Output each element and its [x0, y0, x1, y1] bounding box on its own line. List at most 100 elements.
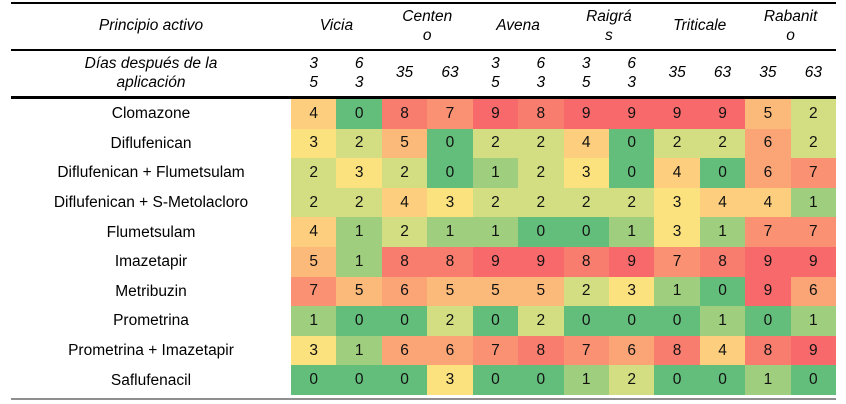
- heatmap-value-cell: 7: [472, 335, 519, 366]
- heatmap-value-cell: 0: [291, 365, 337, 395]
- heatmap-value-cell: 8: [518, 335, 564, 366]
- heatmap-value-cell: 6: [745, 158, 791, 188]
- heatmap-value-cell: 9: [608, 99, 655, 129]
- heatmap-value-cell: 9: [790, 335, 837, 366]
- active-ingredient-label: Diflufenican + Flumetsulam: [57, 164, 245, 182]
- heatmap-value-cell: 1: [427, 217, 473, 247]
- day-number-label: 35: [668, 64, 686, 82]
- heatmap-value-cell: 2: [790, 99, 837, 129]
- heatmap-value-cell: 0: [427, 128, 473, 159]
- day-number-label: 63: [804, 64, 822, 82]
- heatmap-value-cell: 0: [336, 99, 382, 129]
- crop-name-label: Centen o: [402, 7, 453, 44]
- crop-name-cells: Vicia Centen o Avena Raigrá s Triticale Raban…: [291, 4, 836, 49]
- heatmap-value-cell: 2: [790, 128, 837, 159]
- phytotoxicity-heatmap-table: Principio activo Vicia Centen o Avena Raigr…: [11, 2, 837, 400]
- heatmap-value-cell: 2: [518, 158, 564, 188]
- heatmap-value-cell: 7: [790, 217, 837, 247]
- heatmap-value-cell: 0: [608, 306, 655, 336]
- heatmap-value-cell: 2: [518, 187, 564, 218]
- heatmap-value-cell: 6: [608, 335, 655, 366]
- heatmap-value-cell: 1: [608, 217, 655, 247]
- heatmap-value-cell: 0: [472, 365, 519, 395]
- heatmap-value-cell: 2: [427, 306, 473, 336]
- day-number-label: 63: [441, 64, 459, 82]
- heatmap-value-cell: 4: [699, 335, 746, 366]
- dias-header-cell: Días después de la aplicación: [11, 51, 291, 96]
- heatmap-value-cell: 5: [291, 246, 337, 277]
- heatmap-value-cell: 2: [563, 276, 609, 307]
- heatmap-value-cell: 1: [336, 217, 382, 247]
- heatmap-value-cell: 7: [291, 276, 337, 307]
- table-row: Clomazone 4 0 8 7 9 8 9 9 9 9 5 2: [11, 99, 837, 129]
- heatmap-value-cell: 5: [381, 128, 428, 159]
- heatmap-value-cell: 2: [381, 158, 428, 188]
- heatmap-value-cell: 0: [336, 365, 382, 395]
- heatmap-value-cell: 9: [790, 246, 837, 277]
- heatmap-value-cell: 5: [472, 276, 519, 307]
- principio-activo-label: Principio activo: [98, 17, 204, 35]
- heatmap-value-cell: 0: [381, 365, 428, 395]
- crop-header-cell: Raigrá s: [563, 4, 654, 49]
- crop-header-cell: Avena: [473, 4, 564, 49]
- heatmap-value-cell: 3: [654, 187, 700, 218]
- active-ingredient-cell: Flumetsulam: [11, 217, 291, 247]
- heatmap-value-cell: 7: [745, 217, 791, 247]
- heatmap-value-cell: 4: [291, 217, 337, 247]
- heatmap-value-cell: 6: [745, 128, 791, 159]
- heatmap-value-cell: 4: [291, 99, 337, 129]
- day-header-cell: 63: [791, 51, 836, 96]
- heatmap-value-cell: 1: [699, 306, 746, 336]
- heatmap-value-cell: 9: [472, 99, 519, 129]
- active-ingredient-label: Prometrina: [113, 312, 189, 330]
- day-header-cell: 35: [654, 51, 699, 96]
- heatmap-value-cell: 1: [291, 306, 337, 336]
- crop-name-label: Raigrá s: [586, 7, 632, 44]
- heatmap-value-cell: 9: [745, 246, 791, 277]
- active-ingredient-cell: Saflufenacil: [11, 365, 291, 395]
- heatmap-value-cell: 0: [518, 217, 564, 247]
- heatmap-value-cell: 2: [608, 187, 655, 218]
- heatmap-value-cell: 0: [608, 128, 655, 159]
- day-header-cell: 35: [745, 51, 790, 96]
- heatmap-value-cell: 0: [608, 158, 655, 188]
- heatmap-value-cell: 3: [563, 158, 609, 188]
- heatmap-value-cell: 9: [518, 246, 564, 277]
- heatmap-value-cell: 8: [745, 335, 791, 366]
- heatmap-value-cell: 6: [790, 276, 837, 307]
- active-ingredient-label: Diflufenican: [110, 134, 192, 152]
- crop-name-label: Vicia: [319, 17, 354, 35]
- heatmap-value-cell: 2: [291, 158, 337, 188]
- heatmap-value-cell: 9: [472, 246, 519, 277]
- day-number-label: 6 3: [354, 54, 364, 91]
- table-row: Metribuzin 7 5 6 5 5 5 2 3 1 0 9 6: [11, 276, 837, 307]
- day-number-label: 63: [713, 64, 732, 82]
- heatmap-value-cell: 3: [291, 128, 337, 159]
- heatmap-value-cell: 0: [699, 365, 746, 395]
- heatmap-value-cell: 8: [563, 246, 609, 277]
- active-ingredient-label: Diflufenican + S-Metolacloro: [53, 194, 249, 212]
- heatmap-value-cell: 7: [790, 158, 837, 188]
- table-row: Imazetapir 5 1 8 8 9 9 8 9 7 8 9 9: [11, 246, 837, 277]
- day-header-cell: 6 3: [609, 51, 654, 96]
- heatmap-value-cell: 2: [472, 128, 519, 159]
- heatmap-value-cell: 2: [336, 187, 382, 218]
- heatmap-value-cell: 2: [699, 128, 746, 159]
- table-row: Diflufenican + Flumetsulam 2 3 2 0 1 2 3 0 4 0 6 7: [11, 158, 837, 188]
- active-ingredient-label: Prometrina + Imazetapir: [68, 342, 234, 360]
- heatmap-value-cell: 7: [427, 99, 473, 129]
- principio-activo-header-cell: Principio activo: [11, 4, 291, 49]
- heatmap-value-cell: 4: [654, 158, 700, 188]
- crop-name-label: Rabanit o: [763, 7, 818, 44]
- table-row: Prometrina + Imazetapir 3 1 6 6 7 8 7 6 8 4 8 9: [11, 335, 837, 366]
- table-row: Diflufenican 3 2 5 0 2 2 4 0 2 2 6 2: [11, 128, 837, 159]
- heatmap-value-cell: 0: [699, 158, 746, 188]
- heatmap-value-cell: 1: [563, 365, 609, 395]
- day-header-cell: 6 3: [336, 51, 381, 96]
- heatmap-value-cell: 4: [563, 128, 609, 159]
- heatmap-value-cell: 1: [699, 217, 746, 247]
- heatmap-value-cell: 3: [291, 335, 337, 366]
- heatmap-value-cell: 2: [654, 128, 700, 159]
- heatmap-value-cell: 4: [745, 187, 791, 218]
- heatmap-value-cell: 0: [745, 306, 791, 336]
